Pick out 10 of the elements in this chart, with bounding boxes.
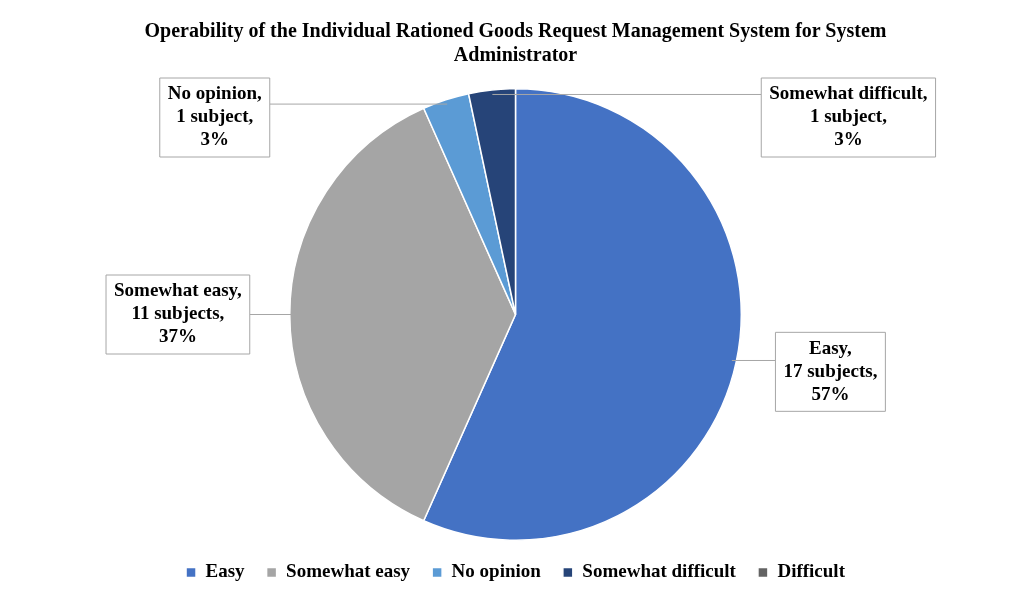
chart-title: Operability of the Individual Rationed Goods Request Management System for System Administrator (144, 19, 887, 66)
legend-label: Difficult (777, 560, 846, 582)
data-label: Easy, 17 subjects, 57% (783, 336, 878, 404)
data-label: Somewhat easy, 11 subjects, 37% (114, 279, 242, 347)
legend-label: Somewhat difficult (582, 560, 737, 582)
legend-label: No opinion (451, 560, 542, 582)
legend-label: Easy (205, 560, 246, 582)
data-label: Somewhat difficult, 1 subject, 3% (769, 82, 928, 150)
data-label: No opinion, 1 subject, 3% (167, 82, 262, 150)
legend-label: Somewhat easy (286, 560, 411, 582)
